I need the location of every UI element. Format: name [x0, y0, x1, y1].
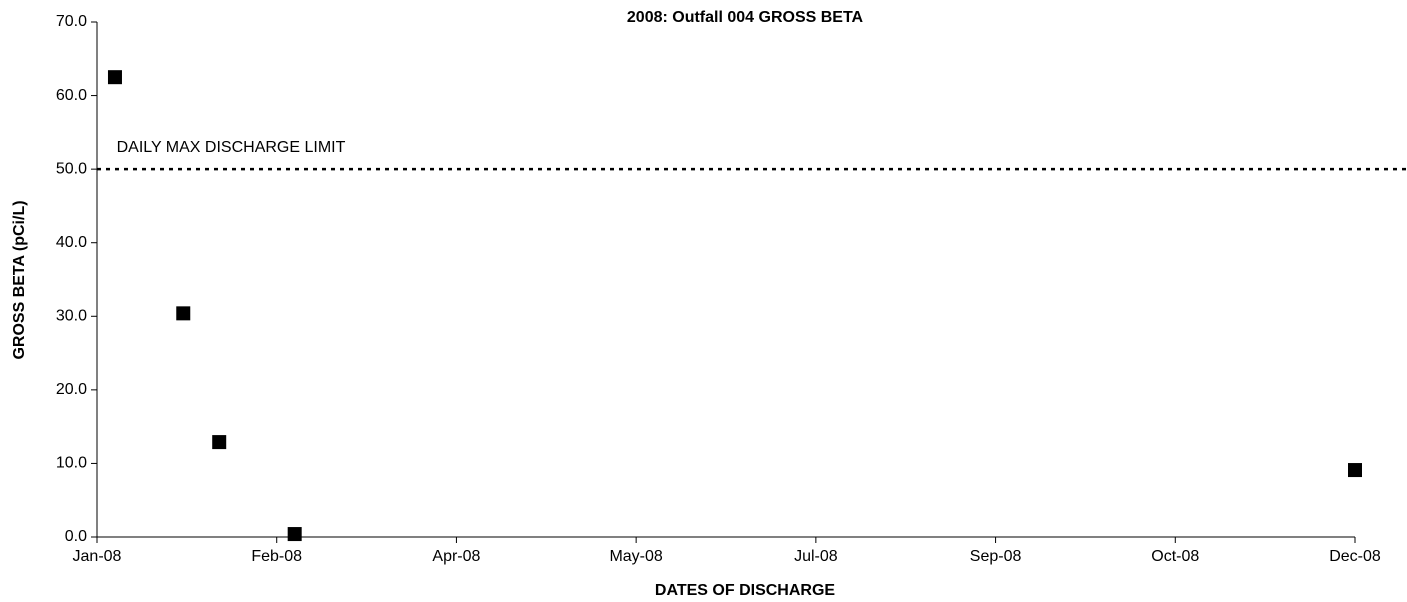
- chart-title: 2008: Outfall 004 GROSS BETA: [627, 9, 864, 26]
- y-tick-label: 0.0: [65, 528, 87, 545]
- x-tick-label: Feb-08: [251, 548, 302, 565]
- x-tick-label: May-08: [609, 548, 662, 565]
- x-tick-label: Jan-08: [73, 548, 122, 565]
- x-tick-label: Sep-08: [970, 548, 1022, 565]
- marker: [176, 306, 191, 321]
- y-tick-label: 70.0: [56, 13, 87, 30]
- y-axis-label: GROSS BETA (pCi/L): [11, 200, 28, 359]
- x-tick-label: Oct-08: [1151, 548, 1199, 565]
- y-tick-label: 60.0: [56, 87, 87, 104]
- y-tick-label: 10.0: [56, 455, 87, 472]
- y-tick-label: 30.0: [56, 308, 87, 325]
- reference-label: DAILY MAX DISCHARGE LIMIT: [116, 139, 346, 156]
- x-tick-label: Jul-08: [794, 548, 838, 565]
- y-tick-label: 40.0: [56, 234, 87, 251]
- marker: [212, 435, 227, 450]
- x-axis-label: DATES OF DISCHARGE: [655, 582, 835, 599]
- marker: [107, 70, 122, 85]
- y-tick-label: 20.0: [56, 381, 87, 398]
- y-tick-label: 50.0: [56, 160, 87, 177]
- x-tick-label: Apr-08: [432, 548, 480, 565]
- x-tick-label: Dec-08: [1329, 548, 1381, 565]
- marker: [287, 527, 302, 542]
- marker: [1348, 463, 1362, 478]
